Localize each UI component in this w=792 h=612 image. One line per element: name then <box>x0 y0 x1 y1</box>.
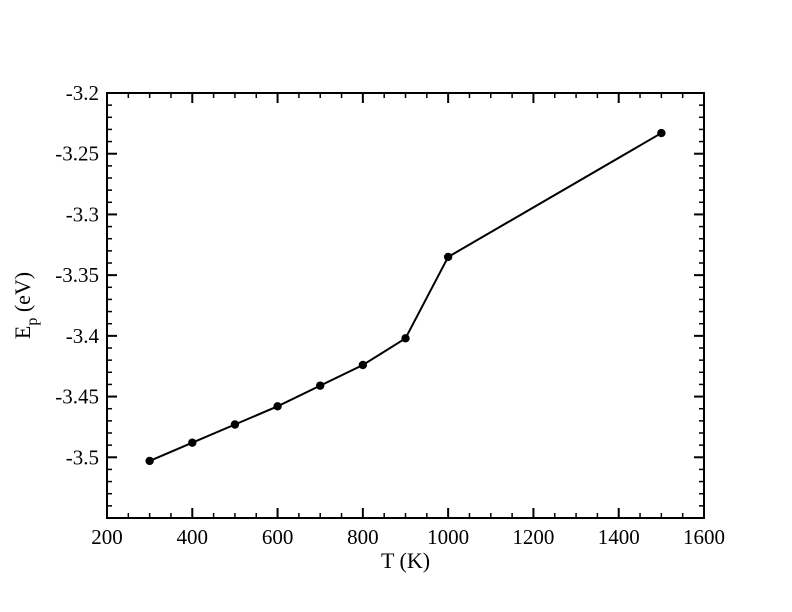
y-tick-label: -3.35 <box>55 263 99 287</box>
y-tick-label: -3.3 <box>66 202 99 226</box>
y-tick-label: -3.4 <box>66 324 100 348</box>
data-point <box>230 420 240 429</box>
y-tick-label: -3.25 <box>55 142 99 166</box>
x-tick-label: 800 <box>347 525 379 549</box>
y-axis-label-main: E <box>10 326 35 339</box>
x-tick-label: 400 <box>177 525 209 549</box>
y-axis-label-suffix: (eV) <box>10 272 35 318</box>
data-point <box>657 128 666 138</box>
x-tick-label: 1200 <box>512 525 554 549</box>
series-layer <box>145 128 666 466</box>
x-tick-label: 1400 <box>598 525 640 549</box>
x-tick-label: 1600 <box>683 525 725 549</box>
y-tick-labels: -3.5 -3.45 -3.4 -3.35 -3.3 -3.25 -3.2 <box>55 81 99 469</box>
data-point <box>443 252 453 262</box>
y-tick-label: -3.5 <box>66 445 99 469</box>
data-point <box>188 438 197 447</box>
y-tick-label: -3.45 <box>55 385 99 409</box>
x-tick-label: 1000 <box>427 525 469 549</box>
data-point <box>358 360 368 370</box>
y-axis-label: Ep (eV) <box>10 272 41 339</box>
y-axis-label-subscript: p <box>24 318 41 326</box>
data-point <box>145 456 154 466</box>
data-point <box>401 334 410 343</box>
plot-frame <box>106 92 705 519</box>
x-axis-label: T (K) <box>381 548 430 573</box>
y-tick-label: -3.2 <box>66 81 99 105</box>
data-point <box>316 381 325 390</box>
data-point <box>273 402 282 411</box>
x-tick-label: 600 <box>262 525 294 549</box>
x-tick-labels: 200 400 600 800 1000 1200 1400 1600 <box>91 525 725 549</box>
x-tick-label: 200 <box>91 525 123 549</box>
